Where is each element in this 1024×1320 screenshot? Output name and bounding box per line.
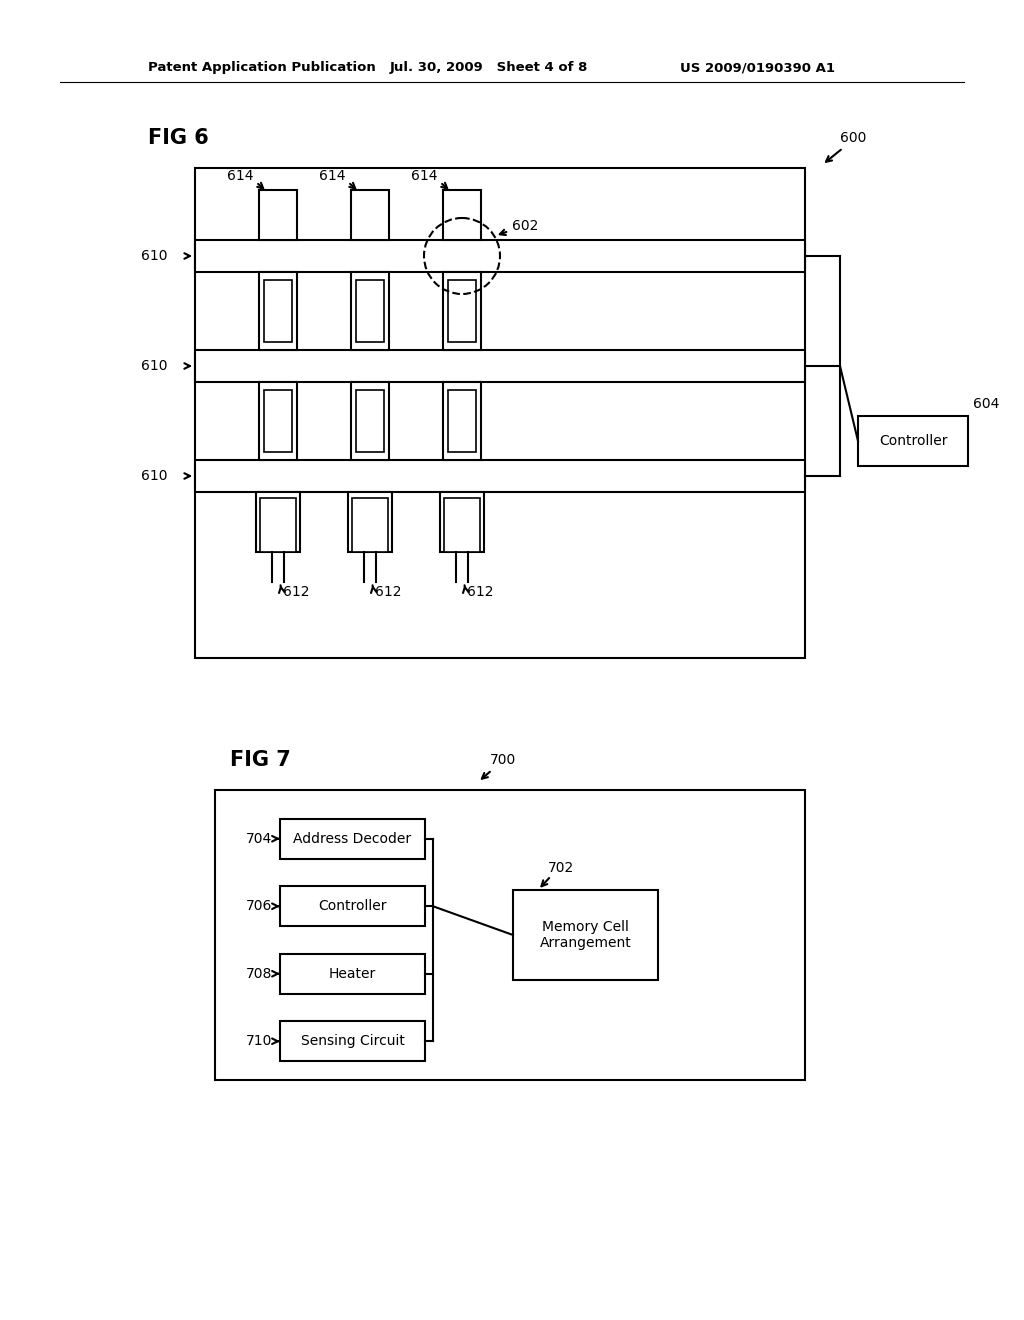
Text: 708: 708 — [246, 966, 272, 981]
Text: Heater: Heater — [329, 966, 376, 981]
Bar — [443, 272, 481, 350]
Text: Controller: Controller — [879, 434, 947, 447]
Bar — [356, 280, 384, 342]
Bar — [260, 498, 296, 552]
Text: Memory Cell
Arrangement: Memory Cell Arrangement — [540, 920, 632, 950]
Bar — [195, 168, 805, 657]
Text: 604: 604 — [973, 397, 999, 411]
Bar — [215, 789, 805, 1080]
Text: Jul. 30, 2009   Sheet 4 of 8: Jul. 30, 2009 Sheet 4 of 8 — [390, 62, 589, 74]
Text: 610: 610 — [140, 249, 167, 263]
Bar — [858, 416, 968, 466]
Text: 704: 704 — [246, 832, 272, 846]
Text: 612: 612 — [375, 585, 401, 599]
Bar — [351, 381, 389, 459]
Bar — [256, 492, 300, 552]
Bar — [259, 272, 297, 350]
Bar — [444, 498, 480, 552]
Bar — [264, 280, 292, 342]
Bar — [449, 389, 476, 451]
Text: 600: 600 — [840, 131, 866, 145]
Bar — [449, 280, 476, 342]
Bar — [443, 190, 481, 240]
Text: 612: 612 — [283, 585, 309, 599]
Text: Sensing Circuit: Sensing Circuit — [301, 1035, 404, 1048]
Bar — [351, 272, 389, 350]
Text: 702: 702 — [548, 861, 574, 875]
Bar — [195, 459, 805, 492]
Text: 614: 614 — [227, 169, 254, 183]
Bar — [280, 886, 425, 927]
Text: 610: 610 — [140, 359, 167, 374]
Text: Patent Application Publication: Patent Application Publication — [148, 62, 376, 74]
Bar — [443, 381, 481, 459]
Bar — [280, 954, 425, 994]
Text: FIG 6: FIG 6 — [148, 128, 209, 148]
Text: 710: 710 — [246, 1035, 272, 1048]
Text: 610: 610 — [140, 469, 167, 483]
Bar — [280, 1022, 425, 1061]
Bar — [440, 492, 484, 552]
Text: Address Decoder: Address Decoder — [294, 832, 412, 846]
Text: 614: 614 — [319, 169, 346, 183]
Bar — [352, 498, 388, 552]
Text: US 2009/0190390 A1: US 2009/0190390 A1 — [680, 62, 835, 74]
Text: 706: 706 — [246, 899, 272, 913]
Bar — [259, 190, 297, 240]
Text: FIG 7: FIG 7 — [230, 750, 291, 770]
Bar — [280, 818, 425, 859]
Bar — [264, 389, 292, 451]
Text: 700: 700 — [490, 752, 516, 767]
Text: Controller: Controller — [318, 899, 387, 913]
Bar — [259, 381, 297, 459]
Bar — [348, 492, 392, 552]
Bar — [513, 890, 658, 979]
Bar — [351, 190, 389, 240]
Bar — [356, 389, 384, 451]
Bar — [195, 240, 805, 272]
Text: 612: 612 — [467, 585, 494, 599]
Bar — [195, 350, 805, 381]
Text: 602: 602 — [512, 219, 539, 234]
Text: 614: 614 — [412, 169, 438, 183]
